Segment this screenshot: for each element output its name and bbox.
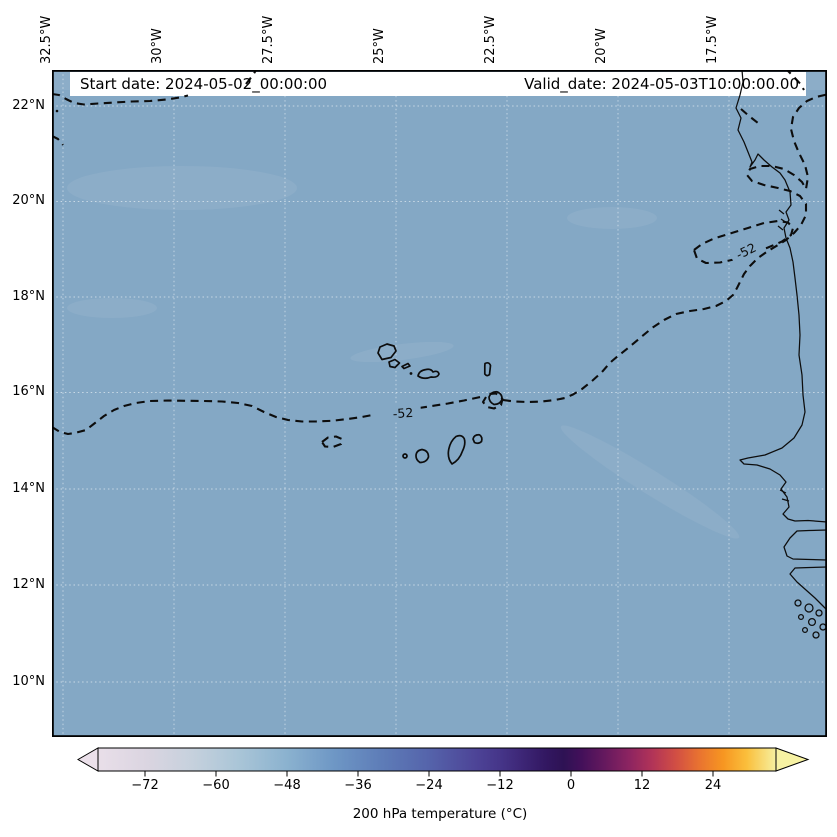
colorbar-tick-label: 12 [633,778,651,793]
ocean-fill [52,70,827,737]
svg-text:-52: -52 [392,405,413,421]
colorbar-tick-label: −12 [486,778,514,793]
colorbar-tick-label: −24 [415,778,443,793]
y-tick-label: 20°N [12,193,45,208]
contour-dot [55,109,59,113]
colorbar [76,747,810,777]
start-date-annotation: Start date: 2024-05-02_00:00:00 [80,75,328,93]
colorbar-axis-label: 200 hPa temperature (°C) [352,806,528,822]
valid-date-annotation: Valid_date: 2024-05-03T10:00:00.00 [524,75,799,93]
cape-verde-islands [377,343,503,465]
map-frame [52,70,827,737]
x-tick-label: 27.5°W [261,15,276,64]
colorbar-left-arrow [76,747,99,772]
y-tick-label: 22°N [12,98,45,113]
x-tick-label: 30°W [150,28,165,64]
graticule-gridlines [52,70,827,737]
colorbar-tick-label: 24 [704,778,722,793]
x-tick-label: 22.5°W [483,15,498,64]
y-tick-label: 10°N [12,674,45,689]
y-tick-label: 18°N [12,289,45,304]
x-tick-label: 25°W [372,28,387,64]
y-tick-label: 16°N [12,384,45,399]
contour-label: -52 [384,403,422,422]
colorbar-ticks [144,771,714,777]
temperature-contour-lines [52,70,827,449]
x-tick-label: 17.5°W [705,15,720,64]
annotation-bar [70,72,806,96]
colorbar-tick-label: −72 [131,778,159,793]
colorbar-tick-label: −48 [273,778,301,793]
y-tick-label: 14°N [12,481,45,496]
african-coastline [735,70,827,639]
colorbar-right-arrow [775,747,810,772]
colorbar-tick-label: −60 [202,778,230,793]
x-tick-label: 32.5°W [39,15,54,64]
colorbar-gradient-bar [97,747,777,772]
colorbar-tick-label: 0 [566,778,576,793]
x-tick-label: 20°W [594,28,609,64]
y-tick-label: 12°N [12,577,45,592]
map-canvas: -52 -52 [52,70,827,737]
colorbar-tick-label: −36 [344,778,372,793]
